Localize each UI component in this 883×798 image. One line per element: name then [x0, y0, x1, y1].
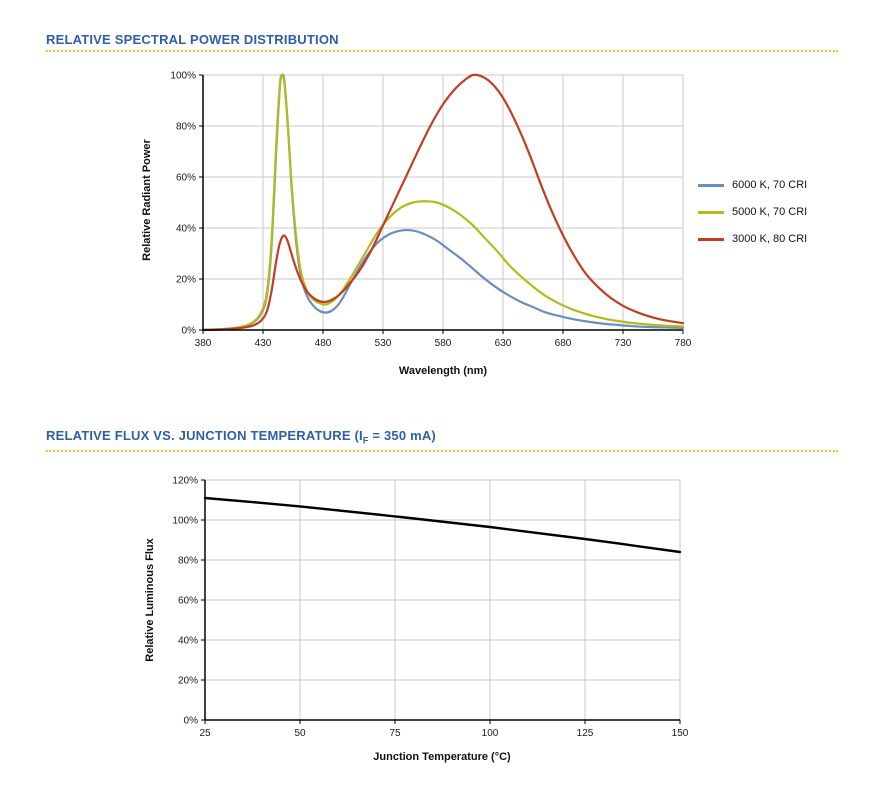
tick-labels: 380 430 480 530 580 630 680 730 780 0% 20% 40% 60% 80… — [170, 71, 691, 350]
svg-text:530: 530 — [375, 338, 392, 349]
svg-text:75: 75 — [389, 728, 401, 739]
svg-text:380: 380 — [195, 338, 212, 349]
legend-line-swatch — [698, 183, 724, 187]
legend-label: 5000 K, 70 CRI — [732, 206, 808, 218]
chart2-ylabel: Relative Luminous Flux — [144, 538, 156, 662]
svg-text:480: 480 — [315, 338, 332, 349]
series-line — [201, 73, 685, 332]
svg-text:730: 730 — [615, 338, 632, 349]
legend-line-swatch — [698, 210, 724, 214]
flux-vs-temperature-chart: 25 50 75 100 125 150 0% 20% 40% 60% 80% 100% 120% — [172, 476, 688, 740]
legend-line-swatch — [698, 237, 724, 241]
svg-text:100: 100 — [482, 728, 499, 739]
svg-text:80%: 80% — [176, 122, 196, 133]
grid — [204, 479, 681, 721]
grid — [202, 74, 684, 331]
svg-text:580: 580 — [435, 338, 452, 349]
section2-title-sub: F — [362, 435, 369, 446]
chart2-xlabel: Junction Temperature (°C) — [373, 751, 511, 763]
svg-text:100%: 100% — [172, 516, 198, 527]
svg-text:125: 125 — [577, 728, 594, 739]
svg-text:680: 680 — [555, 338, 572, 349]
svg-text:20%: 20% — [176, 275, 196, 286]
chart1-legend: 6000 K, 70 CRI 5000 K, 70 CRI 3000 K, 80 C… — [698, 176, 807, 257]
series-line — [201, 73, 685, 332]
svg-text:780: 780 — [675, 338, 692, 349]
chart1-ylabel: Relative Radiant Power — [141, 139, 153, 261]
svg-text:50: 50 — [294, 728, 306, 739]
svg-text:0%: 0% — [184, 716, 199, 727]
legend-item: 3000 K, 80 CRI — [698, 230, 807, 248]
legend-label: 3000 K, 80 CRI — [732, 233, 808, 245]
section2-rule — [46, 450, 838, 452]
section2-title-post: = 350 mA) — [368, 428, 436, 443]
svg-text:60%: 60% — [178, 596, 198, 607]
chart1-xlabel: Wavelength (nm) — [398, 365, 488, 377]
svg-text:20%: 20% — [178, 676, 198, 687]
section1-title: RELATIVE SPECTRAL POWER DISTRIBUTION — [46, 32, 339, 47]
section2-title: RELATIVE FLUX VS. JUNCTION TEMPERATURE (… — [46, 428, 436, 446]
legend-item: 6000 K, 70 CRI — [698, 176, 807, 194]
svg-text:430: 430 — [255, 338, 272, 349]
legend-item: 5000 K, 70 CRI — [698, 203, 807, 221]
svg-text:60%: 60% — [176, 173, 196, 184]
spectral-power-chart: 380 430 480 530 580 630 680 730 780 0% 20% 40% 60% 80… — [170, 71, 691, 350]
svg-text:25: 25 — [199, 728, 211, 739]
section1-rule — [46, 50, 838, 52]
series-line — [203, 496, 682, 554]
svg-text:630: 630 — [495, 338, 512, 349]
svg-text:120%: 120% — [172, 476, 198, 487]
tick-labels: 25 50 75 100 125 150 0% 20% 40% 60% 80% 100% 120% — [172, 476, 688, 740]
svg-text:40%: 40% — [176, 224, 196, 235]
section2-title-pre: RELATIVE FLUX VS. JUNCTION TEMPERATURE (… — [46, 428, 363, 443]
svg-text:80%: 80% — [178, 556, 198, 567]
legend-label: 6000 K, 70 CRI — [732, 179, 808, 191]
svg-text:100%: 100% — [170, 71, 196, 82]
svg-text:0%: 0% — [182, 326, 197, 337]
svg-text:150: 150 — [672, 728, 689, 739]
section1-title-text: RELATIVE SPECTRAL POWER DISTRIBUTION — [46, 32, 339, 47]
svg-text:40%: 40% — [178, 636, 198, 647]
